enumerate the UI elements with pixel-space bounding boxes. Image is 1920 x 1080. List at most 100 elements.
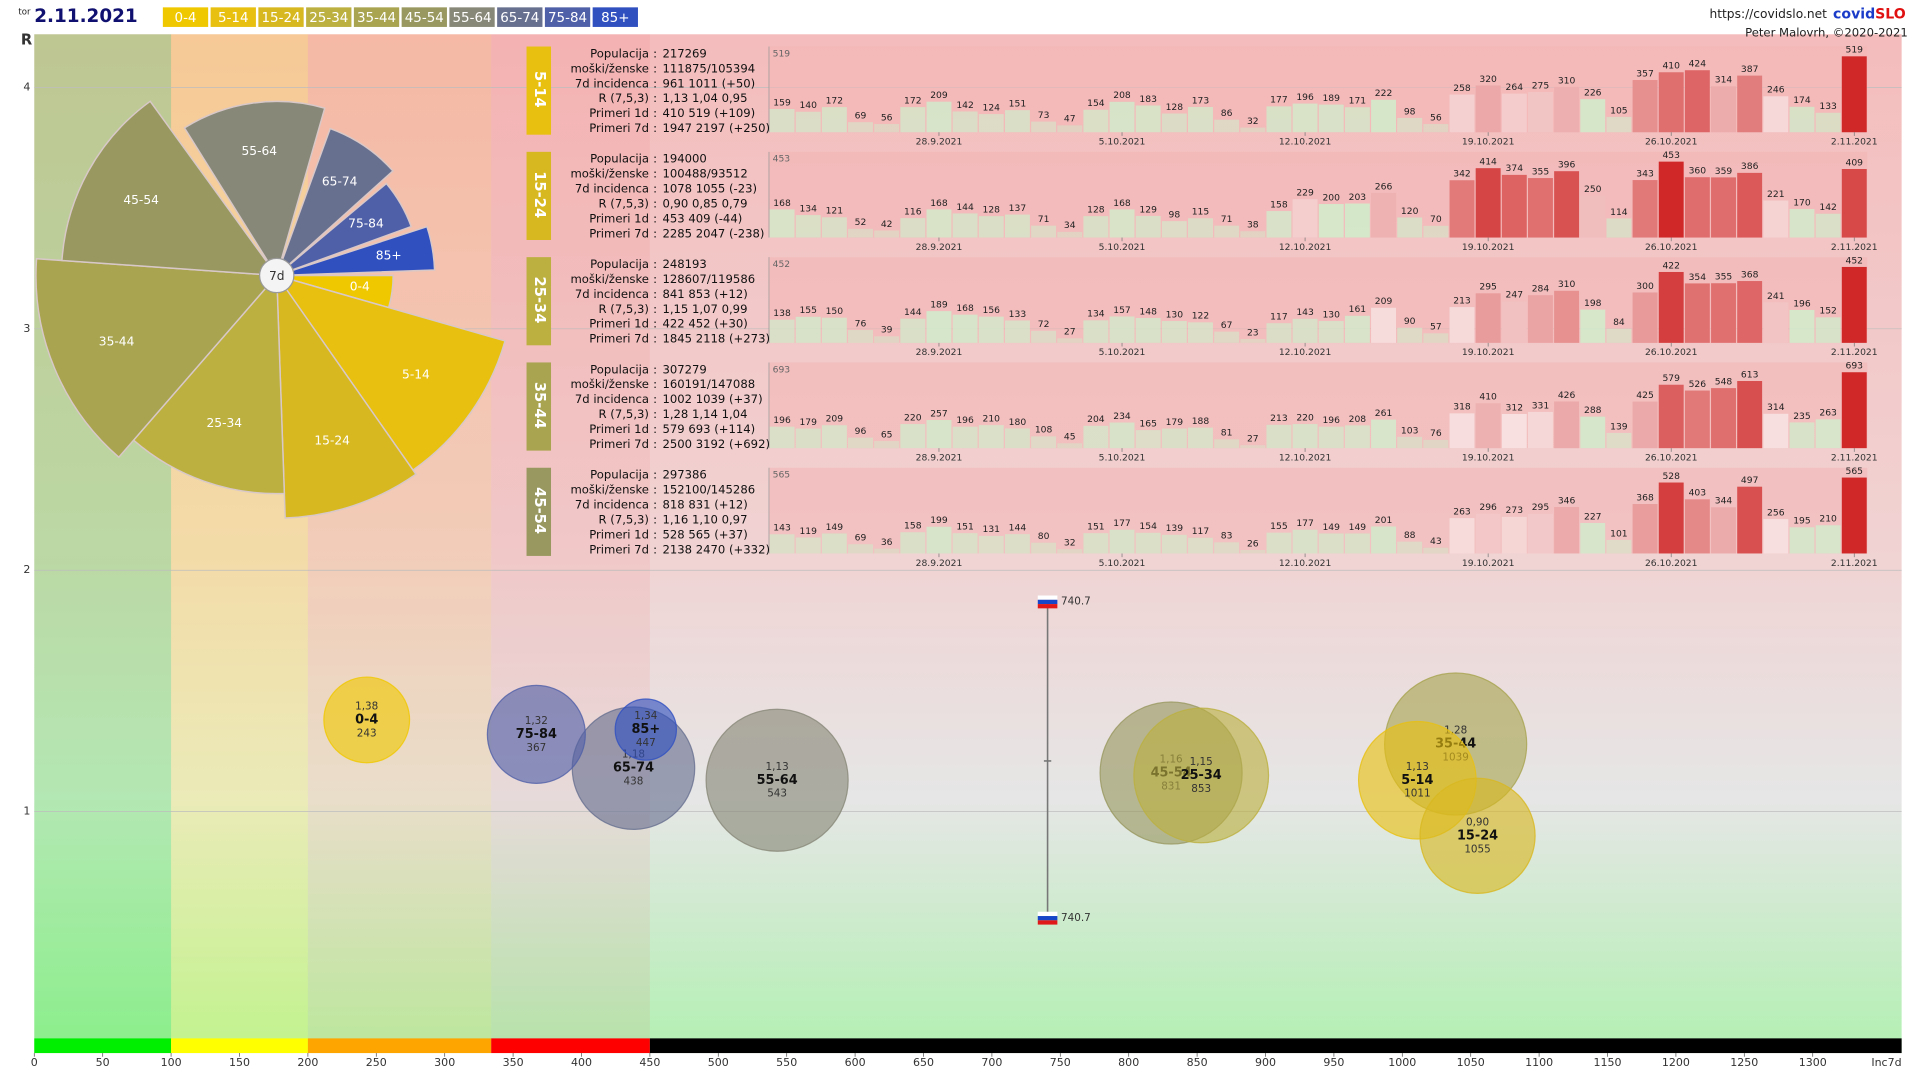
bubble-name: 75-84 bbox=[516, 727, 557, 742]
bar-label: 195 bbox=[1793, 516, 1811, 527]
bar bbox=[1371, 99, 1397, 133]
flag-red bbox=[1037, 604, 1058, 609]
bar bbox=[1841, 56, 1867, 133]
bar-label: 183 bbox=[1139, 94, 1157, 105]
bar-label: 355 bbox=[1532, 166, 1550, 177]
bar bbox=[821, 217, 847, 238]
bubble-inc: 543 bbox=[767, 788, 787, 800]
bar-label: 149 bbox=[1349, 522, 1367, 533]
rose-wedge bbox=[132, 273, 286, 495]
x-tick-label: 250 bbox=[366, 1056, 387, 1069]
info-label: R (7,5,3) bbox=[599, 197, 649, 211]
bar bbox=[1632, 504, 1658, 554]
info-separator: : bbox=[653, 377, 657, 391]
legend-label: 5-14 bbox=[218, 11, 249, 26]
bar-label: 257 bbox=[930, 408, 948, 419]
info-value: 579 693 (+114) bbox=[662, 422, 755, 436]
info-value: 422 452 (+30) bbox=[662, 317, 747, 331]
bar-label: 204 bbox=[1087, 414, 1105, 425]
bar bbox=[1763, 519, 1789, 554]
bar bbox=[1266, 424, 1292, 449]
bar bbox=[1580, 195, 1606, 238]
x-tick-label: 200 bbox=[297, 1056, 318, 1069]
info-value: 1947 2197 (+250) bbox=[662, 121, 770, 135]
bar-label: 161 bbox=[1349, 304, 1367, 315]
bar bbox=[1083, 425, 1109, 449]
legend-swatch bbox=[592, 7, 638, 27]
bar-label: 374 bbox=[1506, 163, 1524, 174]
info-value: 528 565 (+37) bbox=[662, 527, 747, 541]
date-label: 12.10.2021 bbox=[1279, 137, 1332, 148]
bar bbox=[1632, 180, 1658, 238]
bar bbox=[1397, 327, 1423, 343]
bar bbox=[874, 548, 900, 554]
info-value: 297386 bbox=[662, 468, 706, 482]
bar bbox=[1004, 534, 1030, 554]
bar bbox=[900, 424, 926, 449]
bar bbox=[1658, 482, 1684, 554]
bar-label: 116 bbox=[904, 206, 922, 217]
bar bbox=[1397, 217, 1423, 238]
author: Peter Malovrh, ©2020-2021 bbox=[1745, 26, 1908, 40]
bar-label: 73 bbox=[1038, 110, 1050, 121]
bar bbox=[1371, 526, 1397, 554]
x-tick-label: 600 bbox=[845, 1056, 866, 1069]
bar bbox=[900, 218, 926, 238]
y-tick-label: 2 bbox=[23, 563, 30, 576]
bar-label: 86 bbox=[1221, 108, 1233, 119]
bar bbox=[1266, 323, 1292, 343]
bar-label: 144 bbox=[904, 307, 922, 318]
bar bbox=[1737, 172, 1763, 238]
bar bbox=[1658, 271, 1684, 343]
bar bbox=[1554, 401, 1580, 449]
rose-wedge bbox=[274, 274, 506, 472]
bubble-r: 1,15 bbox=[1190, 756, 1213, 768]
bubble-name: 85+ bbox=[631, 722, 660, 737]
info-value: 453 409 (-44) bbox=[662, 211, 742, 225]
bar-label: 128 bbox=[1166, 102, 1184, 113]
bubble-inc: 243 bbox=[357, 727, 377, 739]
legend-swatch bbox=[210, 7, 256, 27]
rose-wedge bbox=[276, 182, 413, 277]
bar-label: 57 bbox=[1430, 322, 1442, 333]
header: tor 2.11.2021 https://covidslo.net covid… bbox=[18, 6, 1907, 1069]
bar-label: 84 bbox=[1613, 317, 1625, 328]
bar-label: 209 bbox=[826, 414, 844, 425]
panel-tag-label: 25-34 bbox=[531, 277, 548, 324]
bar-label: 196 bbox=[773, 415, 791, 426]
bar bbox=[874, 124, 900, 133]
bar-label: 227 bbox=[1584, 511, 1602, 522]
legend-label: 35-44 bbox=[357, 11, 396, 26]
zone-strip bbox=[171, 1038, 308, 1054]
bar-label: 88 bbox=[1404, 530, 1416, 541]
zone-strip bbox=[34, 1038, 172, 1054]
bar-label: 179 bbox=[1166, 417, 1184, 428]
bar bbox=[1737, 75, 1763, 133]
bar-label: 152 bbox=[1819, 306, 1837, 317]
bar-label: 148 bbox=[1139, 306, 1157, 317]
bar bbox=[1475, 85, 1501, 133]
bar-label: 424 bbox=[1689, 59, 1707, 70]
legend-swatch bbox=[401, 7, 447, 27]
info-separator: : bbox=[653, 362, 657, 376]
rose-wedge bbox=[183, 100, 326, 278]
bar bbox=[900, 532, 926, 554]
bar bbox=[1344, 315, 1370, 343]
info-value: 307279 bbox=[662, 362, 706, 376]
date-label: 12.10.2021 bbox=[1279, 242, 1332, 253]
flag-white bbox=[1037, 595, 1058, 600]
bar-label: 422 bbox=[1662, 260, 1680, 271]
date-label: 2.11.2021 bbox=[1831, 558, 1878, 569]
bar bbox=[1527, 92, 1553, 133]
bar-label: 158 bbox=[904, 521, 922, 532]
brand-covid: covid bbox=[1833, 7, 1875, 23]
bar-label: 139 bbox=[1166, 523, 1184, 534]
bar-label: 32 bbox=[1247, 116, 1259, 127]
info-label: Primeri 1d bbox=[589, 211, 649, 225]
bar bbox=[1266, 106, 1292, 133]
bar bbox=[1815, 112, 1841, 133]
info-value: 1,28 1,14 1,04 bbox=[662, 407, 747, 421]
bar-label: 203 bbox=[1349, 192, 1367, 203]
bar-label: 210 bbox=[983, 414, 1001, 425]
bar-label: 213 bbox=[1453, 295, 1471, 306]
